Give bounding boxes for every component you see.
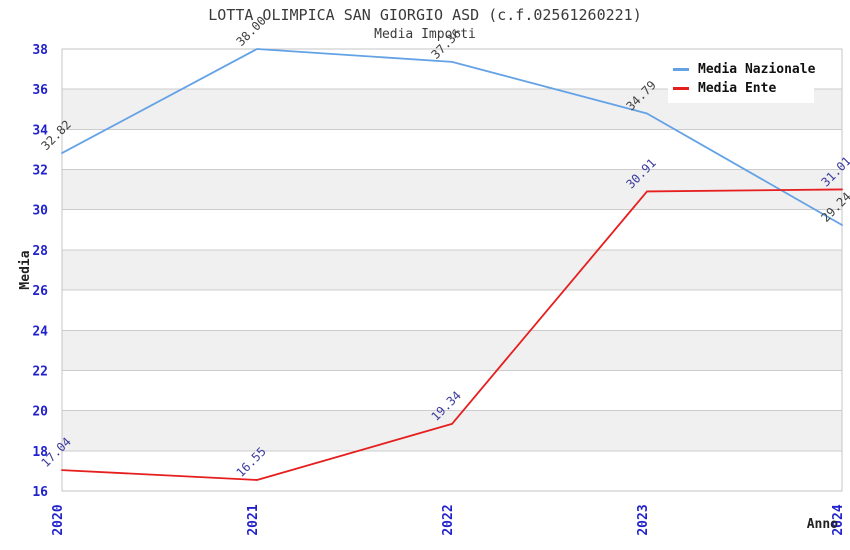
chart-legend: Media Nazionale Media Ente <box>668 55 816 103</box>
legend-label: Media Ente <box>698 81 777 96</box>
y-tick-label: 24 <box>32 324 48 339</box>
y-tick-label: 20 <box>32 405 48 420</box>
legend-item-media-ente: Media Ente <box>673 79 814 98</box>
y-tick-label: 30 <box>32 204 48 219</box>
y-tick-label: 18 <box>32 445 48 460</box>
legend-line-swatch-red <box>673 87 689 90</box>
y-tick-label: 26 <box>32 284 48 299</box>
y-tick-label: 22 <box>32 364 48 379</box>
y-tick-label: 28 <box>32 244 48 259</box>
plot-band <box>62 169 842 210</box>
plot-band <box>62 330 842 371</box>
plot-band <box>62 249 842 291</box>
series-line-media-ente <box>61 188 843 481</box>
series-line-media-nazionale <box>61 48 843 226</box>
legend-label: Media Nazionale <box>698 62 816 77</box>
data-label-media-nazionale: 37.36 <box>428 26 463 61</box>
x-tick-label: 2022 <box>441 504 456 535</box>
plot-band <box>62 410 842 451</box>
x-tick-label: 2024 <box>831 504 846 535</box>
plot-border <box>61 48 843 492</box>
y-tick-label: 32 <box>32 164 48 179</box>
x-axis-title: Anno <box>807 517 838 532</box>
x-tick-label: 2023 <box>636 504 651 535</box>
legend-item-media-nazionale: Media Nazionale <box>673 60 816 79</box>
y-axis-title: Media <box>18 250 33 289</box>
chart-subtitle: Media Importi <box>374 27 476 42</box>
y-tick-label: 16 <box>32 485 48 500</box>
y-tick-label: 38 <box>32 43 48 58</box>
y-tick-label: 34 <box>32 123 48 138</box>
y-tick-label: 36 <box>32 83 48 98</box>
legend-line-swatch-blue <box>673 68 689 71</box>
chart-title: LOTTA OLIMPICA SAN GIORGIO ASD (c.f.0256… <box>208 6 642 24</box>
x-tick-label: 2020 <box>51 504 66 535</box>
x-tick-label: 2021 <box>246 504 261 535</box>
data-label-media-nazionale: 38.00 <box>233 13 268 48</box>
